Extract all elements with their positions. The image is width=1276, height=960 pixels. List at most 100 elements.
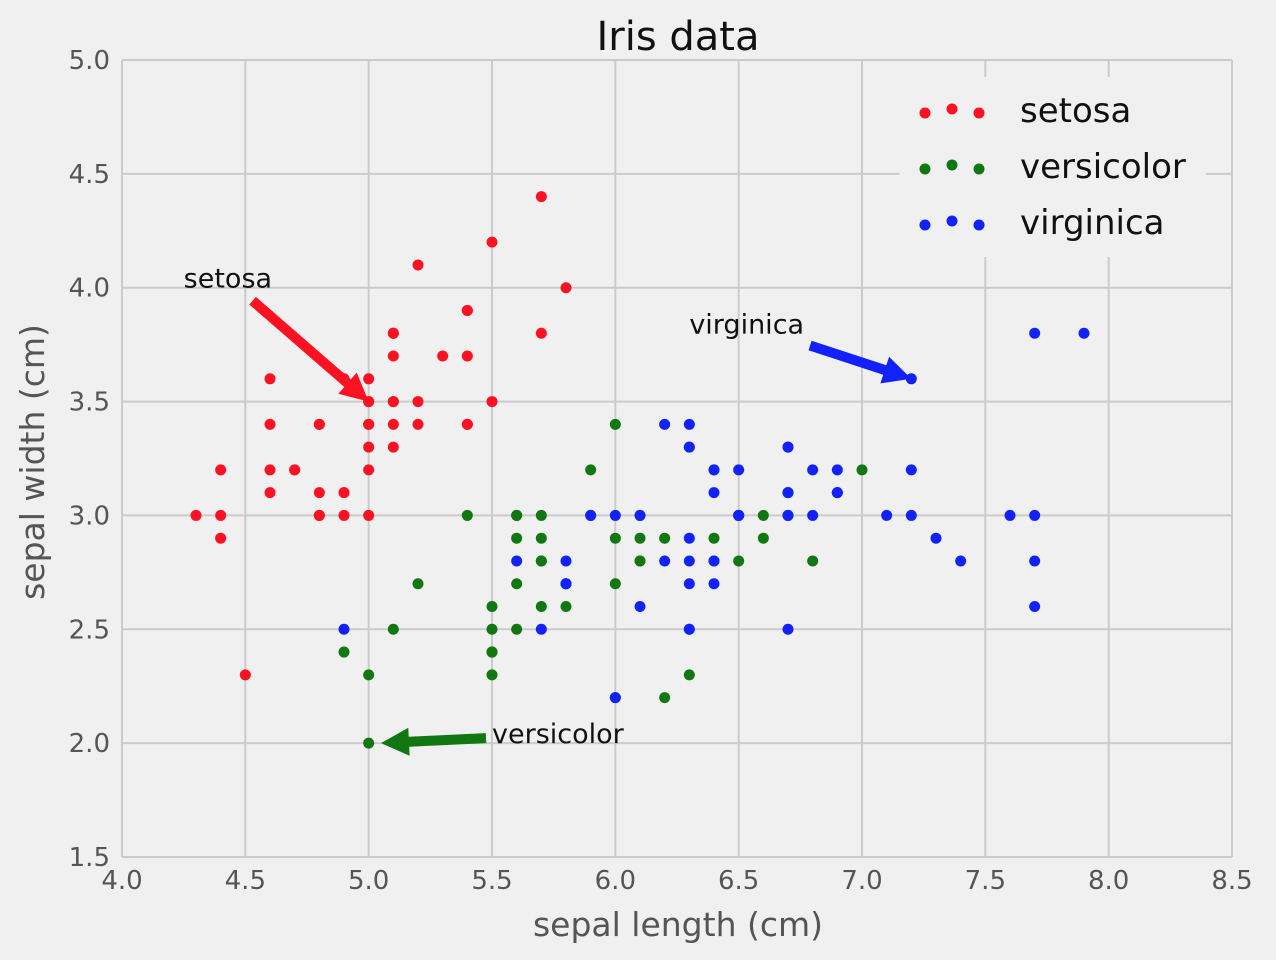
data-point bbox=[609, 418, 621, 430]
x-tick-label: 8.5 bbox=[1211, 866, 1252, 896]
y-tick-label: 3.5 bbox=[69, 388, 110, 418]
legend-item-setosa: setosa bbox=[919, 91, 1131, 131]
legend-marker bbox=[919, 219, 931, 231]
x-tick-label: 7.0 bbox=[841, 866, 882, 896]
data-point bbox=[338, 487, 350, 499]
data-point bbox=[683, 532, 695, 544]
data-point bbox=[905, 373, 917, 385]
legend-marker bbox=[919, 163, 931, 175]
data-point bbox=[461, 509, 473, 521]
plot-grid bbox=[121, 59, 1233, 858]
data-point bbox=[535, 191, 547, 203]
data-point bbox=[511, 623, 523, 635]
data-point bbox=[782, 623, 794, 635]
data-point bbox=[905, 509, 917, 521]
data-point bbox=[708, 487, 720, 499]
data-point bbox=[831, 487, 843, 499]
data-point bbox=[609, 532, 621, 544]
data-point bbox=[461, 304, 473, 316]
data-point bbox=[1004, 509, 1016, 521]
data-point bbox=[289, 464, 301, 476]
y-tick-label: 4.0 bbox=[69, 274, 110, 304]
data-point bbox=[881, 509, 893, 521]
data-point bbox=[560, 555, 572, 567]
data-point bbox=[560, 601, 572, 613]
data-point bbox=[659, 555, 671, 567]
legend-marker bbox=[946, 103, 958, 115]
data-point bbox=[708, 532, 720, 544]
data-point bbox=[264, 373, 276, 385]
data-point bbox=[313, 487, 325, 499]
data-point bbox=[1029, 601, 1041, 613]
legend-marker bbox=[973, 107, 985, 119]
data-point bbox=[733, 464, 745, 476]
y-tick-label: 3.0 bbox=[69, 501, 110, 531]
data-point bbox=[535, 555, 547, 567]
annotation-label: virginica bbox=[689, 309, 804, 340]
data-point bbox=[807, 509, 819, 521]
data-point bbox=[239, 669, 251, 681]
data-point bbox=[338, 646, 350, 658]
data-point bbox=[535, 601, 547, 613]
x-tick-label: 8.0 bbox=[1088, 866, 1129, 896]
data-point bbox=[412, 396, 424, 408]
data-point bbox=[387, 327, 399, 339]
data-point bbox=[412, 578, 424, 590]
data-point bbox=[683, 578, 695, 590]
data-point bbox=[683, 418, 695, 430]
data-point bbox=[387, 350, 399, 362]
data-point bbox=[683, 623, 695, 635]
legend-item-versicolor: versicolor bbox=[919, 147, 1186, 187]
x-tick-label: 4.5 bbox=[225, 866, 266, 896]
annotation-label: setosa bbox=[184, 264, 272, 295]
data-point bbox=[363, 441, 375, 453]
annotation-label: versicolor bbox=[492, 719, 625, 750]
data-point bbox=[659, 418, 671, 430]
data-point bbox=[634, 532, 646, 544]
x-tick-label: 5.0 bbox=[348, 866, 389, 896]
series-virginica bbox=[338, 327, 1090, 704]
legend-marker bbox=[973, 219, 985, 231]
annotations: setosa virginica versicolor bbox=[184, 264, 912, 756]
data-point bbox=[609, 509, 621, 521]
data-point bbox=[634, 601, 646, 613]
data-point bbox=[363, 669, 375, 681]
x-tick-label: 4.0 bbox=[101, 866, 142, 896]
x-axis-ticks: 4.0 4.5 5.0 5.5 6.0 6.5 7.0 7.5 8.0 8.5 bbox=[101, 866, 1252, 896]
data-point bbox=[560, 578, 572, 590]
data-point bbox=[511, 578, 523, 590]
legend-marker bbox=[946, 215, 958, 227]
data-point bbox=[659, 532, 671, 544]
data-point bbox=[585, 509, 597, 521]
data-point bbox=[659, 692, 671, 704]
y-tick-label: 5.0 bbox=[69, 46, 110, 76]
data-point bbox=[511, 532, 523, 544]
data-point bbox=[486, 646, 498, 658]
data-point bbox=[831, 464, 843, 476]
x-tick-label: 6.0 bbox=[595, 866, 636, 896]
data-point bbox=[363, 464, 375, 476]
data-point bbox=[338, 509, 350, 521]
data-point bbox=[190, 509, 202, 521]
data-point bbox=[535, 532, 547, 544]
legend-label: versicolor bbox=[1020, 147, 1186, 187]
data-point bbox=[683, 669, 695, 681]
data-point bbox=[313, 418, 325, 430]
data-point bbox=[264, 464, 276, 476]
data-point bbox=[387, 623, 399, 635]
chart-title: Iris data bbox=[596, 14, 759, 60]
data-point bbox=[363, 737, 375, 749]
y-tick-label: 2.0 bbox=[69, 729, 110, 759]
data-point bbox=[313, 509, 325, 521]
x-tick-label: 7.5 bbox=[965, 866, 1006, 896]
data-point bbox=[387, 418, 399, 430]
data-point bbox=[757, 532, 769, 544]
legend-marker bbox=[919, 107, 931, 119]
annotation-arrow bbox=[381, 727, 487, 756]
data-point bbox=[634, 555, 646, 567]
data-point bbox=[215, 532, 227, 544]
series-versicolor bbox=[338, 418, 868, 749]
data-point bbox=[955, 555, 967, 567]
data-point bbox=[264, 418, 276, 430]
